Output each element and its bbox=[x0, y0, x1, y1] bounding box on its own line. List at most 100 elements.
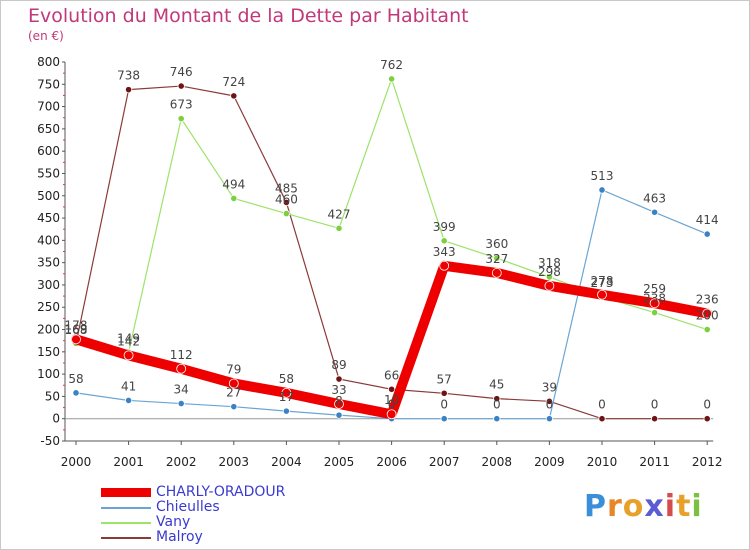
data-label-chieulles: 58 bbox=[68, 372, 83, 386]
y-tick-label: 150 bbox=[37, 345, 60, 359]
data-point-chieulles bbox=[650, 208, 659, 216]
data-point-chieulles bbox=[493, 415, 501, 423]
data-label-vany: 460 bbox=[275, 193, 298, 207]
data-point-malroy bbox=[387, 385, 396, 393]
data-label-malroy: 0 bbox=[703, 398, 711, 412]
x-tick-label: 2008 bbox=[482, 455, 513, 469]
data-point-malroy bbox=[440, 389, 448, 397]
data-label-vany: 169 bbox=[65, 322, 88, 336]
x-tick-label: 2011 bbox=[639, 455, 670, 469]
chart-subtitle: (en €) bbox=[28, 29, 64, 43]
data-point-charly-oradour bbox=[334, 399, 344, 409]
y-tick-label: 500 bbox=[37, 189, 60, 203]
data-point-malroy bbox=[703, 415, 711, 423]
data-point-charly-oradour bbox=[649, 298, 660, 309]
data-point-vany bbox=[230, 194, 238, 203]
data-label-vany: 762 bbox=[380, 58, 403, 72]
x-tick-label: 2006 bbox=[376, 455, 407, 469]
data-label-chieulles: 414 bbox=[696, 213, 719, 227]
y-tick-label: 700 bbox=[37, 100, 60, 114]
data-label-charly-oradour: 33 bbox=[331, 383, 346, 397]
data-label-charly-oradour: 142 bbox=[117, 334, 140, 348]
data-label-malroy: 168 bbox=[65, 323, 88, 337]
data-point-chieulles bbox=[282, 407, 290, 415]
y-tick-label: 550 bbox=[37, 166, 60, 180]
data-point-chieulles bbox=[72, 389, 80, 397]
y-tick-label: 650 bbox=[37, 122, 60, 136]
data-label-malroy: 0 bbox=[598, 398, 606, 412]
logo-letter: i bbox=[691, 489, 703, 524]
data-point-vany bbox=[282, 210, 290, 218]
data-label-charly-oradour: 112 bbox=[170, 348, 193, 362]
data-point-vany bbox=[703, 325, 711, 334]
data-point-chieulles bbox=[125, 396, 133, 405]
data-point-charly-oradour bbox=[281, 387, 292, 398]
proxiti-logo: Proxiti bbox=[584, 489, 703, 524]
data-label-chieulles: 17 bbox=[279, 390, 294, 404]
data-label-charly-oradour: 79 bbox=[226, 362, 241, 376]
data-point-charly-oradour bbox=[228, 378, 239, 389]
data-point-chieulles bbox=[545, 415, 554, 423]
data-label-charly-oradour: 58 bbox=[279, 372, 294, 386]
data-label-vany: 494 bbox=[222, 177, 245, 191]
y-tick-label: 600 bbox=[37, 144, 60, 158]
legend-label-malroy: Malroy bbox=[156, 529, 203, 545]
logo-letter: P bbox=[584, 489, 607, 524]
data-label-vany: 360 bbox=[485, 237, 508, 251]
data-point-vany bbox=[177, 115, 185, 123]
data-label-vany: 318 bbox=[538, 256, 561, 270]
legend-label-charly-oradour: CHARLY-ORADOUR bbox=[156, 484, 286, 500]
x-tick-label: 2012 bbox=[692, 455, 723, 469]
data-label-chieulles: 0 bbox=[493, 398, 501, 412]
data-label-charly-oradour: 343 bbox=[433, 245, 456, 259]
data-label-malroy: 45 bbox=[489, 378, 504, 392]
y-tick-label: -50 bbox=[40, 434, 60, 448]
data-point-charly-oradour bbox=[597, 289, 607, 300]
series-line-chieulles bbox=[75, 189, 708, 420]
logo-letter: t bbox=[676, 489, 692, 524]
y-tick-label: 400 bbox=[37, 233, 60, 247]
data-point-malroy bbox=[177, 82, 185, 90]
data-label-chieulles: 513 bbox=[591, 169, 614, 183]
data-point-malroy bbox=[282, 198, 290, 207]
logo-letter: o bbox=[622, 489, 645, 524]
data-point-malroy bbox=[650, 415, 659, 423]
data-label-vany: 149 bbox=[117, 331, 140, 345]
data-label-vany: 673 bbox=[170, 98, 193, 112]
data-label-charly-oradour: 10 bbox=[384, 393, 399, 407]
y-tick-label: 100 bbox=[37, 367, 60, 381]
y-tick-label: 50 bbox=[45, 389, 60, 403]
data-point-chieulles bbox=[230, 403, 238, 411]
data-label-chieulles: 463 bbox=[643, 191, 666, 205]
data-point-malroy bbox=[335, 375, 343, 383]
legend-label-chieulles: Chieulles bbox=[156, 499, 220, 515]
logo-letter: r bbox=[607, 489, 623, 524]
data-point-chieulles bbox=[440, 415, 448, 423]
x-tick-label: 2001 bbox=[113, 455, 144, 469]
data-label-charly-oradour: 178 bbox=[65, 318, 88, 332]
data-labels: 168 738 746 724 485 89 66 57 45 39 0 0 0 169 149 673 494… bbox=[65, 58, 719, 412]
x-tick-label: 2010 bbox=[587, 455, 618, 469]
x-tick-label: 2004 bbox=[271, 455, 302, 469]
y-tick-label: 200 bbox=[37, 323, 60, 337]
data-point-charly-oradour bbox=[386, 409, 397, 420]
legend-swatch-charly-oradour bbox=[101, 488, 151, 497]
data-label-malroy: 0 bbox=[651, 398, 659, 412]
logo-letter: x bbox=[644, 489, 665, 524]
data-label-chieulles: 0 bbox=[388, 398, 396, 412]
x-tick-label: 2000 bbox=[61, 455, 92, 469]
data-label-malroy: 39 bbox=[542, 380, 557, 394]
x-tick-label: 2002 bbox=[166, 455, 197, 469]
x-tick-label: 2003 bbox=[219, 455, 250, 469]
data-point-charly-oradour bbox=[123, 350, 134, 361]
data-point-malroy bbox=[545, 397, 554, 405]
y-tick-label: 0 bbox=[52, 412, 60, 426]
y-tick-label: 450 bbox=[37, 211, 60, 225]
x-tick-label: 2007 bbox=[429, 455, 460, 469]
data-label-malroy: 746 bbox=[170, 65, 193, 79]
data-point-charly-oradour bbox=[439, 260, 450, 271]
data-label-charly-oradour: 298 bbox=[538, 265, 561, 279]
data-label-chieulles: 27 bbox=[226, 386, 241, 400]
axes: 8007507006506005505004504003503002502001… bbox=[37, 55, 722, 469]
